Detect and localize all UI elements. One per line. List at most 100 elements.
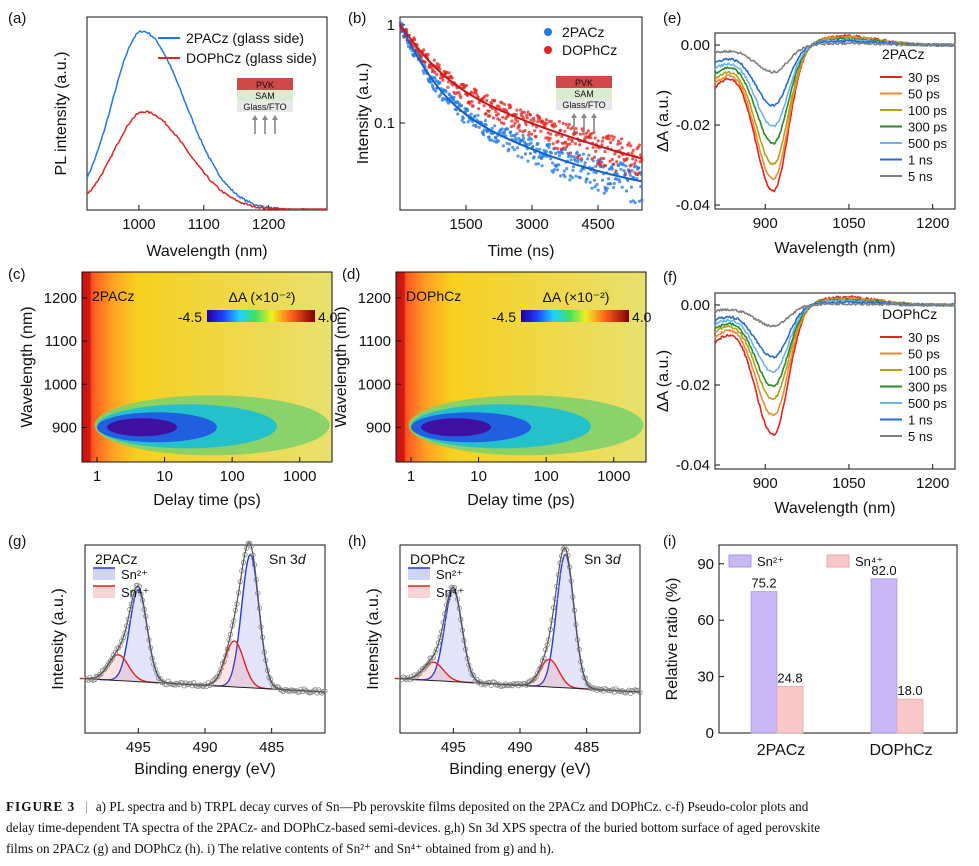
x-tick-label: 1000 — [283, 468, 316, 485]
data-point — [512, 148, 517, 152]
plot-frame — [86, 16, 328, 211]
data-point — [498, 118, 502, 122]
data-point — [466, 108, 470, 113]
data-point — [490, 126, 494, 130]
data-point — [515, 131, 519, 136]
data-point — [504, 682, 510, 689]
data-point — [574, 174, 578, 178]
data-point — [600, 139, 605, 143]
colorbar-max: 4.0 — [318, 309, 338, 325]
data-point — [426, 52, 430, 57]
legend-entry: 50 ps — [908, 87, 940, 102]
data-point — [419, 54, 423, 58]
data-point — [602, 156, 606, 161]
data-point — [633, 171, 637, 175]
data-point — [608, 140, 613, 145]
data-point — [563, 129, 567, 133]
data-point — [532, 155, 536, 159]
data-point — [612, 135, 616, 139]
legend-entry: Sn⁴⁺ — [855, 554, 883, 569]
legend-marker — [544, 28, 552, 36]
data-point — [564, 122, 568, 126]
data-point — [452, 95, 456, 99]
data-point — [567, 137, 571, 141]
bar-value-label: 82.0 — [871, 563, 896, 578]
x-axis-label: Wavelength (nm) — [774, 240, 895, 257]
y-tick-label: 90 — [697, 556, 714, 573]
legend-entry: 5 ns — [908, 169, 933, 184]
data-point — [631, 157, 635, 161]
x-tick-label: 1000 — [597, 468, 630, 485]
data-point — [551, 161, 555, 165]
data-point — [584, 131, 589, 135]
data-point — [559, 147, 563, 151]
data-point — [543, 121, 547, 125]
data-point — [570, 154, 574, 159]
data-point — [555, 168, 560, 172]
y-tick-label: -0.04 — [676, 457, 710, 474]
legend-entry: 5 ns — [908, 429, 933, 444]
data-point — [632, 162, 637, 166]
data-point — [533, 129, 537, 133]
legend-entry: 300 ps — [908, 380, 948, 395]
data-point — [640, 198, 644, 202]
data-point — [470, 99, 474, 104]
data-point — [547, 145, 551, 149]
data-point — [432, 58, 436, 62]
heatmap-region-violet — [107, 418, 177, 437]
data-point — [529, 141, 533, 145]
data-point — [529, 118, 533, 122]
data-point — [446, 101, 451, 105]
x-tick-label: 2PACz — [757, 742, 806, 759]
data-point — [487, 135, 491, 139]
data-point — [536, 162, 541, 166]
data-point — [566, 125, 570, 130]
data-point — [509, 105, 513, 109]
data-point — [590, 186, 594, 190]
caption-line-2: delay time-dependent TA spectra of the 2… — [6, 820, 821, 835]
legend-entry: DOPhCz — [562, 42, 617, 58]
data-point — [623, 173, 627, 177]
data-point — [573, 142, 578, 146]
x-tick-label: 1050 — [832, 475, 865, 492]
data-point — [507, 147, 511, 151]
data-point — [510, 145, 515, 149]
legend-swatch — [408, 586, 430, 598]
data-point — [596, 139, 600, 143]
data-point — [637, 171, 641, 175]
data-point — [482, 128, 486, 132]
pvk-layer — [237, 78, 293, 90]
data-point — [493, 99, 497, 103]
colorbar-max: 4.0 — [632, 309, 652, 325]
data-point — [459, 96, 463, 100]
data-point — [152, 666, 158, 672]
data-point — [600, 688, 606, 694]
data-point — [627, 141, 631, 145]
data-point — [594, 149, 598, 153]
y-tick-label: 1000 — [358, 376, 391, 393]
peak-fill — [78, 654, 159, 683]
data-point — [583, 161, 587, 165]
data-point — [518, 129, 522, 133]
x-tick-label: 1 — [93, 468, 101, 485]
data-point — [637, 166, 641, 170]
x-tick-label: 1100 — [188, 216, 220, 233]
peak-fill — [210, 554, 291, 690]
y-tick-label: 1000 — [44, 376, 77, 393]
data-point — [433, 76, 437, 80]
data-point — [515, 119, 520, 123]
x-axis-label: Wavelength (nm) — [774, 500, 895, 517]
data-point — [183, 680, 189, 686]
data-point — [639, 172, 643, 177]
data-point — [450, 76, 454, 80]
data-point — [502, 121, 506, 126]
data-point — [509, 130, 513, 134]
panel-h: 495 490 485 Binding energy (eV) Intensity (a… — [365, 544, 643, 778]
plot-frame — [718, 544, 958, 734]
data-point — [406, 676, 413, 683]
legend-entry: 30 ps — [908, 70, 940, 85]
panel-b: 1500 3000 4500 0.1 1 Time (ns) Intensity (a.u.… — [355, 16, 644, 260]
plot-frame — [399, 16, 643, 211]
data-point — [615, 177, 619, 181]
